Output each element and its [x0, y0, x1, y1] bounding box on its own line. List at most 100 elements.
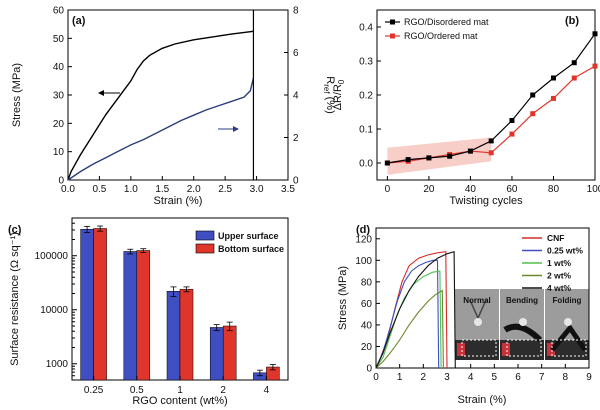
bottom-surface-bar	[136, 250, 151, 381]
x-tick-label: 80	[548, 184, 560, 195]
y2-tick-label: 2	[293, 133, 299, 144]
y-tick-label: 0.3	[359, 57, 373, 68]
disordered-series-point	[467, 148, 473, 154]
panel-d-x-axis: 0 1 2 3 4 5 6 7 8 9	[373, 364, 592, 383]
disordered-series-point	[509, 118, 515, 123]
x-tick-label: 9	[586, 372, 592, 383]
panel-a-x-axis: 0.0 0.5 1.0 1.5 2.0 2.5 3.0 3.5	[61, 176, 295, 195]
y2-tick-label: 8	[293, 6, 299, 17]
panel-b-legend: RGO/Disordered mat RGO/Ordered mat	[385, 17, 489, 41]
x-tick-label: 4	[264, 385, 270, 396]
x-tick-label: 60	[506, 184, 518, 195]
y-tick-label: 0.2	[359, 91, 373, 102]
x-tick-label: 4	[468, 372, 474, 383]
x-tick-label: 0.5	[130, 385, 144, 396]
x-tick-label: 3.5	[281, 184, 295, 195]
x-tick-label: 1.0	[124, 184, 138, 195]
upper-surface-bar	[123, 251, 138, 381]
inset-normal-label: Normal	[463, 296, 491, 305]
y-tick-label: 0.1	[359, 125, 373, 136]
y-tick-label: 0.4	[359, 23, 373, 34]
panel-c-x-axis: 0.25 0.5 1 2 4	[84, 376, 270, 396]
panel-a-y-label: Stress (MPa)	[11, 63, 23, 127]
disordered-series-point	[447, 153, 453, 159]
inset-bending: Bending	[500, 289, 544, 360]
x-tick-label: 2.5	[218, 184, 232, 195]
panel-c-y-label: Surface resistance (Ω sq⁻¹)	[9, 232, 21, 366]
y2-tick-label: 0	[293, 176, 299, 187]
panel-a-y2-axis: 0 2 4 6 8	[284, 6, 299, 187]
cnf-line	[375, 251, 448, 369]
ordered-series-point	[509, 131, 515, 137]
inset-folding-label: Folding	[553, 296, 582, 305]
disordered-series-point	[530, 92, 536, 98]
right-axis-arrow	[218, 126, 239, 132]
x-tick-label: 0	[385, 184, 391, 195]
y-tick-label: 60	[361, 299, 373, 310]
inset-bending-label: Bending	[506, 296, 538, 305]
wt4-legend-label: 4 wt%	[547, 283, 572, 293]
wt1-legend-label: 1 wt%	[547, 258, 572, 268]
panel-b: 0 20 40 60 80 100 0.0 0.1 0.2 0.3 0.4 (b) Twistin…	[332, 9, 600, 207]
panel-d-x-label: Strain (%)	[458, 394, 507, 406]
disordered-series-point	[550, 75, 556, 81]
disordered-series-point	[405, 157, 411, 163]
x-tick-label: 6	[515, 372, 521, 383]
ordered-series-point	[530, 111, 536, 117]
y-tick-label: 20	[361, 342, 373, 353]
y-tick-label: 40	[361, 320, 373, 331]
panel-d-series	[375, 250, 456, 369]
x-tick-label: 0	[373, 372, 379, 383]
panel-a-frame	[67, 9, 289, 181]
x-tick-label: 1	[397, 372, 403, 383]
bottom-surface-bar	[222, 325, 237, 381]
y-tick-label: 50	[53, 34, 65, 45]
stress-line	[67, 30, 254, 181]
disordered-series-point	[488, 138, 494, 144]
y-tick-label: 1000	[46, 359, 69, 370]
panel-b-x-axis: 0 20 40 60 80 100	[385, 176, 600, 195]
panel-c-x-label: RGO content (wt%)	[132, 395, 227, 407]
x-tick-label: 7	[539, 372, 545, 383]
y2-tick-label: 6	[293, 48, 299, 59]
disordered-series-point	[571, 60, 577, 66]
y-tick-label: 10	[53, 147, 65, 158]
panel-d-frame	[375, 227, 590, 369]
panel-b-series	[384, 31, 598, 166]
bottom-surface-bar	[179, 288, 194, 381]
upper-surface-bar	[209, 327, 224, 381]
panel-b-label: (b)	[565, 15, 579, 27]
panel-c-y-axis: 1000 10000 100000	[35, 222, 77, 377]
x-tick-label: 100	[587, 184, 600, 195]
x-tick-label: 1	[177, 385, 183, 396]
x-tick-label: 3	[444, 372, 450, 383]
ordered-series-point	[592, 63, 598, 69]
inset-normal: Normal	[455, 289, 499, 360]
inset-folding: Folding	[545, 289, 589, 360]
panel-c-legend: Upper surface Bottom surface	[195, 230, 284, 254]
y-tick-label: 0.0	[359, 159, 373, 170]
x-tick-label: 8	[563, 372, 569, 383]
x-tick-label: 0.25	[84, 385, 104, 396]
panel-c-label: (c)	[8, 224, 22, 236]
y-tick-label: 100000	[35, 251, 69, 262]
x-tick-label: 5	[492, 372, 498, 383]
wt2-legend-label: 2 wt%	[547, 271, 572, 281]
y-tick-label: 100	[355, 256, 372, 267]
x-tick-label: 40	[465, 184, 477, 195]
disordered-series-point	[426, 155, 432, 161]
wt4-line	[375, 250, 456, 369]
legend-upper: Upper surface	[218, 231, 279, 241]
y-tick-label: 10000	[40, 305, 68, 316]
panel-c: 1000 10000 100000 0.25 0.5 1 2 4 (c) RGO conte…	[8, 217, 289, 407]
panel-b-y-axis: 0.0 0.1 0.2 0.3 0.4	[359, 23, 381, 170]
x-tick-label: 20	[423, 184, 435, 195]
disordered-series-point	[384, 160, 390, 166]
x-tick-label: 2	[220, 385, 226, 396]
legend-ordered: RGO/Ordered mat	[404, 31, 478, 41]
panel-d-legend: CNF 0.25 wt% 1 wt% 2 wt% 4 wt%	[522, 233, 583, 293]
left-axis-arrow	[98, 90, 120, 96]
y-tick-label: 40	[53, 62, 65, 73]
panel-a-label: (a)	[72, 15, 86, 27]
